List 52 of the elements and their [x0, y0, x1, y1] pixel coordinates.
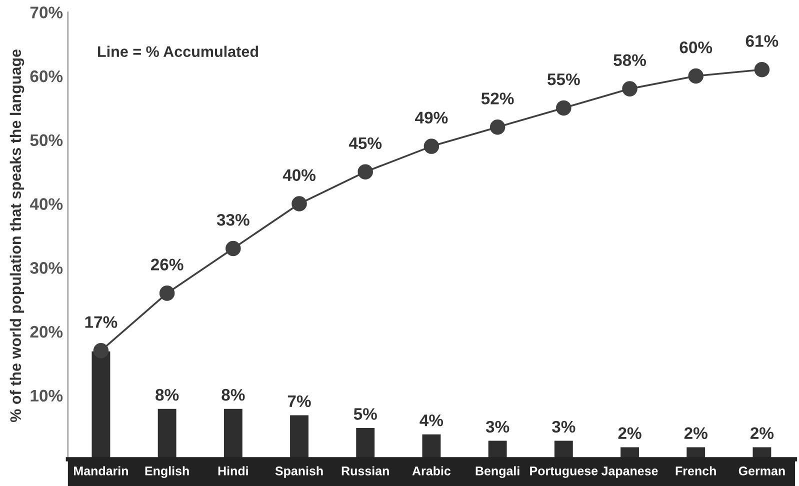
y-tick-label: 30%: [30, 262, 63, 274]
data-label: 33%: [216, 214, 250, 226]
data-label: 7%: [288, 395, 311, 408]
data-label: 8%: [222, 388, 245, 401]
y-axis-title: % of the world population that speaks the language: [10, 49, 24, 422]
x-tick-label: Japanese: [601, 466, 658, 478]
data-label: 55%: [547, 73, 580, 86]
data-label: 3%: [486, 420, 510, 433]
data-label: 2%: [750, 427, 774, 439]
point: [358, 164, 373, 180]
point: [292, 196, 307, 212]
x-tick-label: Hindi: [218, 466, 248, 476]
x-tick-label: Spanish: [275, 466, 323, 478]
point: [754, 62, 770, 78]
x-tick-label: Arabic: [412, 466, 451, 476]
data-label: 26%: [150, 258, 184, 270]
data-label: 5%: [354, 408, 377, 420]
x-tick-label: Russian: [342, 466, 389, 476]
data-label: 2%: [618, 427, 642, 439]
point: [93, 343, 109, 358]
point: [688, 68, 704, 84]
data-label: 40%: [282, 169, 316, 182]
data-label: 60%: [680, 41, 712, 54]
x-tick-label: German: [738, 466, 785, 476]
data-label: 2%: [684, 427, 708, 439]
y-tick-label: 60%: [30, 70, 63, 82]
x-tick-label: Mandarin: [74, 466, 128, 476]
data-label: 3%: [552, 420, 576, 433]
y-tick-label: 20%: [30, 326, 63, 338]
x-tick-label: English: [145, 466, 189, 478]
data-label: 45%: [348, 137, 382, 150]
data-label: 8%: [156, 388, 179, 401]
data-label: 52%: [481, 92, 514, 104]
point: [490, 119, 506, 135]
x-tick-label: Portuguese: [530, 466, 598, 478]
y-tick-label: 10%: [30, 390, 63, 402]
point: [159, 286, 175, 301]
y-tick-label: 50%: [30, 134, 63, 146]
annotation: Line = % Accumulated: [98, 46, 258, 58]
y-tick-label: 70%: [30, 6, 63, 18]
y-tick-label: 40%: [30, 198, 63, 210]
x-tick-label: French: [676, 466, 716, 476]
data-label: 49%: [415, 112, 448, 124]
data-label: 4%: [420, 414, 444, 426]
data-label: 17%: [85, 316, 118, 328]
point: [622, 81, 638, 96]
point: [556, 100, 572, 116]
point: [424, 138, 440, 154]
data-label: 61%: [746, 35, 778, 47]
point: [226, 240, 241, 256]
data-label: 58%: [614, 54, 646, 66]
x-tick-label: Bengali: [476, 466, 520, 478]
